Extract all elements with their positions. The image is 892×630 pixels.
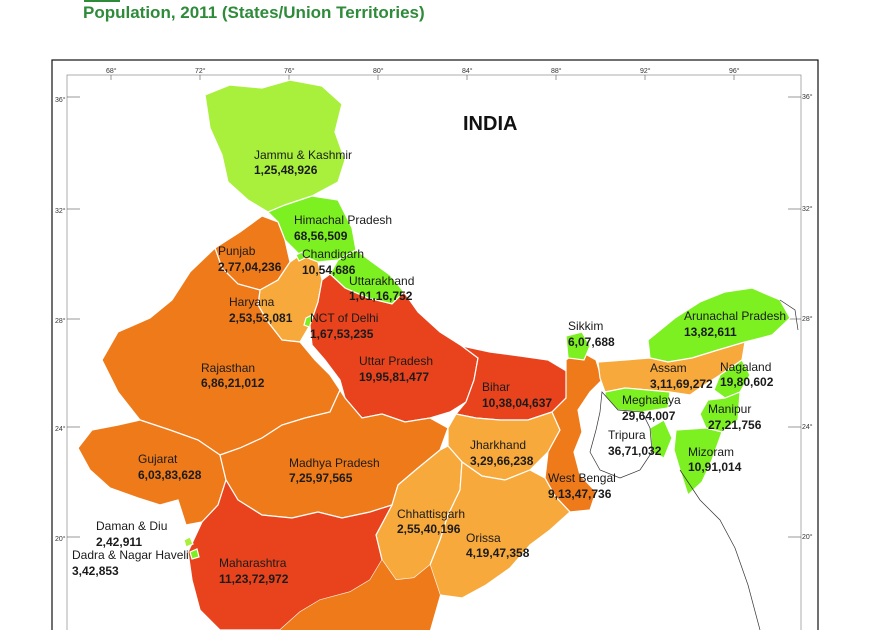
lon-tick-label: 88° [551, 67, 562, 75]
page-title: Population, 2011 (States/Union Territori… [83, 3, 425, 22]
lon-tick-label: 92° [640, 67, 651, 75]
label-name: Rajasthan [201, 361, 255, 375]
lon-tick-label: 68° [106, 67, 117, 75]
label-population: 11,23,72,972 [219, 572, 289, 586]
label-population: 9,13,47,736 [548, 487, 612, 501]
region-maharashtra [187, 478, 394, 630]
label-name: Bihar [482, 380, 510, 394]
lon-tick-label: 80° [373, 67, 384, 75]
label-name: Meghalaya [622, 393, 681, 407]
label-population: 68,56,509 [294, 229, 348, 243]
label-population: 10,91,014 [688, 460, 742, 474]
label-name: Assam [650, 361, 687, 375]
region-dadra-nagar-haveli [189, 548, 200, 560]
label-name: Dadra & Nagar Haveli [72, 548, 189, 562]
label-name: Nagaland [720, 360, 771, 374]
label-population: 1,01,16,752 [349, 289, 413, 303]
region-sikkim [565, 331, 591, 361]
label-population: 1,25,48,926 [254, 163, 318, 177]
lon-tick-label: 84° [462, 67, 473, 75]
lat-tick-label: 32° [802, 205, 813, 213]
country-label: INDIA [463, 113, 517, 135]
lat-tick-label: 24° [55, 425, 66, 433]
label-name: Gujarat [138, 452, 178, 466]
label-population: 3,29,66,238 [470, 454, 534, 468]
label-population: 2,77,04,236 [218, 260, 282, 274]
region-orissa [429, 460, 571, 599]
lat-tick-label: 24° [802, 423, 813, 431]
label-population: 6,86,21,012 [201, 376, 265, 390]
label-population: 7,25,97,565 [289, 471, 353, 485]
label-population: 1,67,53,235 [310, 327, 374, 341]
region-mizoram [673, 427, 723, 497]
lat-tick-label: 20° [802, 533, 813, 541]
state-shapes [77, 79, 791, 630]
label-population: 6,03,83,628 [138, 468, 202, 482]
label-name: Daman & Diu [96, 519, 167, 533]
region-gujarat [77, 419, 227, 526]
label-name: Manipur [708, 402, 751, 416]
label-population: 2,53,53,081 [229, 311, 293, 325]
latitude-ticks [67, 96, 801, 538]
label-population: 4,19,47,358 [466, 546, 530, 560]
label-population: 3,42,853 [72, 564, 119, 578]
lon-tick-label: 76° [284, 67, 295, 75]
title-rule [84, 0, 120, 2]
label-population: 2,42,911 [96, 535, 142, 549]
label-name: Tripura [608, 428, 646, 442]
label-name: Madhya Pradesh [289, 456, 380, 470]
state-labels: Jammu & Kashmir 1,25,48,926 Himachal Pra… [72, 148, 786, 586]
region-manipur [699, 391, 741, 433]
label-population: 19,95,81,477 [359, 370, 429, 384]
label-name: Sikkim [568, 319, 603, 333]
label-name: Chhattisgarh [397, 507, 465, 521]
lat-tick-label: 20° [55, 535, 66, 543]
region-jammu-kashmir [204, 79, 346, 213]
lat-tick-label: 36° [802, 93, 813, 101]
label-name: Mizoram [688, 445, 734, 459]
label-name: Haryana [229, 295, 275, 309]
label-population: 6,07,688 [568, 335, 615, 349]
label-name: Arunachal Pradesh [684, 309, 786, 323]
label-name: Orissa [466, 531, 501, 545]
label-population: 3,11,69,272 [650, 377, 713, 391]
label-name: NCT of Delhi [310, 311, 378, 325]
label-population: 29,64,007 [622, 409, 676, 423]
lon-tick-label: 96° [729, 67, 740, 75]
border-outline [779, 299, 799, 331]
region-southern-states [220, 560, 440, 630]
label-population: 2,55,40,196 [397, 522, 461, 536]
region-daman-diu [183, 536, 194, 548]
lat-tick-label: 28° [55, 317, 66, 325]
neighbour-outline [589, 391, 653, 479]
lat-tick-label: 28° [802, 315, 813, 323]
label-name: Jammu & Kashmir [254, 148, 352, 162]
label-name: Uttar Pradesh [359, 354, 433, 368]
label-population: 27,21,756 [708, 418, 762, 432]
label-name: Jharkhand [470, 438, 526, 452]
region-chandigarh [295, 251, 306, 262]
label-population: 13,82,611 [684, 325, 737, 339]
label-name: West Bengal [548, 471, 616, 485]
label-name: Maharashtra [219, 556, 287, 570]
label-population: 10,38,04,637 [482, 396, 552, 410]
coastline-outline [679, 469, 761, 630]
label-name: Himachal Pradesh [294, 213, 392, 227]
lat-tick-label: 32° [55, 207, 66, 215]
lat-tick-label: 36° [55, 96, 66, 104]
map-inner-frame [66, 74, 802, 630]
label-name: Chandigarh [302, 247, 364, 261]
label-name: Uttarakhand [349, 274, 414, 288]
label-population: 10,54,686 [302, 263, 356, 277]
lon-tick-label: 72° [195, 67, 206, 75]
label-population: 36,71,032 [608, 444, 662, 458]
label-population: 19,80,602 [720, 375, 774, 389]
longitude-ticks [110, 75, 735, 80]
label-name: Punjab [218, 244, 256, 258]
